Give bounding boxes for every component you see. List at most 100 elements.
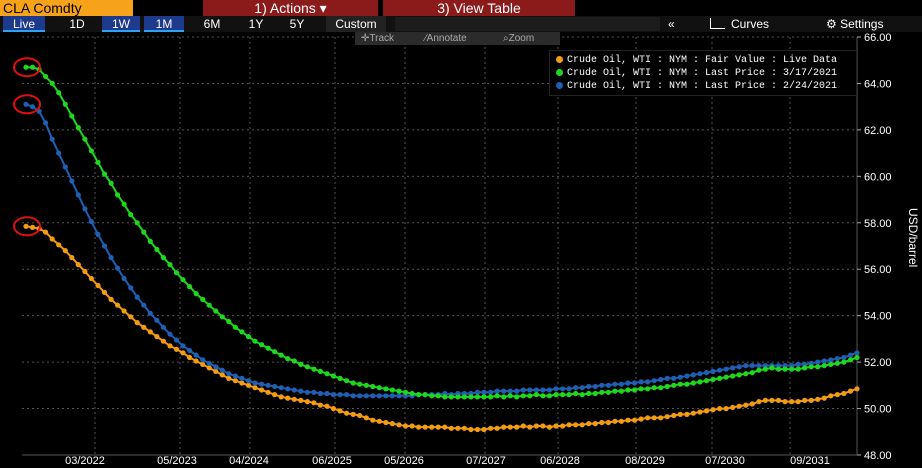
series-point [357, 412, 363, 419]
range-1d-button[interactable]: 1D [69, 17, 85, 31]
series-point [546, 387, 553, 393]
track-button[interactable]: ✛ Track [361, 33, 395, 44]
series-point [422, 392, 428, 398]
series-path [26, 66, 858, 398]
series-point [834, 356, 841, 362]
series-point [703, 408, 710, 414]
series-point [645, 386, 651, 392]
series-point [847, 357, 854, 363]
series-point [546, 393, 553, 399]
series-point [625, 417, 631, 423]
series-point [579, 422, 585, 428]
zoom-button[interactable]: ⌕ Zoom [503, 33, 535, 44]
series-point [789, 399, 795, 405]
series-point [455, 425, 461, 431]
range-6m-button[interactable]: 6M [203, 17, 221, 31]
series-point [291, 396, 297, 402]
series-point [101, 243, 108, 249]
series-point [612, 381, 618, 387]
series-point [134, 294, 140, 300]
series-point [43, 73, 49, 80]
series-point [429, 424, 435, 430]
series-point [736, 364, 742, 370]
series-point [638, 379, 644, 385]
range-5y-button[interactable]: 5Y [289, 17, 305, 31]
series-point [645, 379, 651, 385]
series-point [723, 366, 729, 372]
series-point [350, 411, 356, 417]
curves-button[interactable]: Curves [710, 16, 782, 32]
top-bar: CLA Comdty 1) Actions ▾ 3) View Table [0, 0, 922, 16]
chart-axes: 48.00 50.00 52.00 54.00 56.00 58.00 60.00 62.00… [22, 32, 920, 467]
series-point [677, 381, 683, 387]
series-point [494, 393, 500, 399]
series-point [206, 302, 212, 308]
series-point [278, 394, 284, 400]
gear-icon: ⚙ [826, 17, 837, 31]
x-tick-label: 06/2028 [540, 455, 580, 467]
series-point [147, 310, 153, 316]
series-point [226, 375, 232, 381]
series-path [25, 103, 858, 397]
series-point [501, 424, 507, 430]
series-point [311, 366, 317, 372]
series-point [566, 392, 572, 398]
range-1m-button[interactable]: 1M [144, 16, 184, 32]
series-point [154, 317, 160, 323]
series-point [396, 393, 402, 399]
series-point [245, 378, 252, 384]
series-point [370, 417, 376, 423]
view-table-button[interactable]: 3) View Table [383, 0, 575, 16]
series-point [95, 159, 101, 165]
series-point [527, 387, 533, 393]
series-point [815, 396, 821, 402]
series-point [272, 392, 278, 398]
series-point [324, 371, 330, 377]
series-point [651, 415, 657, 421]
series-point [808, 364, 814, 370]
series-point [631, 417, 638, 423]
series-point [697, 371, 703, 377]
actions-menu-button[interactable]: 1) Actions ▾ [203, 0, 378, 16]
series-point [82, 206, 88, 212]
series-point [690, 410, 697, 416]
series-point [618, 388, 625, 394]
series-point [128, 285, 134, 291]
series-point [540, 387, 546, 393]
series-point [200, 357, 206, 363]
series-point [265, 345, 271, 351]
series-point [278, 352, 284, 358]
series-point [62, 101, 68, 107]
settings-button[interactable]: ⚙ Settings [826, 16, 922, 32]
range-custom-button[interactable]: Custom [326, 16, 386, 32]
series-point [533, 392, 540, 398]
legend-item: Crude Oil, WTI : NYM : Last Price : 3/17… [556, 67, 837, 80]
series-point [245, 334, 252, 340]
series-point [115, 302, 121, 308]
range-live-button[interactable]: Live [3, 16, 45, 32]
series-point [488, 394, 494, 400]
series-point [376, 385, 382, 391]
series-point [514, 424, 520, 430]
circle-2-24-start [13, 216, 41, 237]
range-1y-button[interactable]: 1Y [248, 17, 264, 31]
series-point [775, 366, 782, 372]
series-point [317, 402, 323, 408]
annotate-button[interactable]: ⁄ Annotate [425, 33, 467, 44]
range-1w-button[interactable]: 1W [102, 16, 140, 32]
ticker-field[interactable]: CLA Comdty [0, 0, 133, 16]
series-point [101, 289, 108, 295]
y-tick-label: 54.00 [864, 311, 892, 323]
series-point [854, 386, 860, 392]
collapse-icon[interactable]: « [668, 17, 675, 31]
series-point [62, 164, 68, 170]
series-point [160, 338, 166, 344]
series-point [854, 350, 860, 356]
series-point [383, 386, 389, 392]
series-point [56, 242, 62, 248]
series-point [579, 385, 585, 391]
series-point [49, 136, 55, 142]
y-tick-label: 48.00 [864, 450, 892, 462]
custom-range-field[interactable] [395, 17, 660, 31]
